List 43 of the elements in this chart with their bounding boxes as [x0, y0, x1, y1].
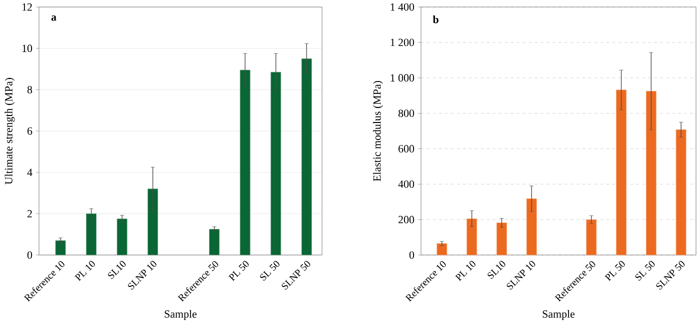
y-tick-label: 0 — [27, 251, 32, 259]
y-tick-label: 1 200 — [390, 38, 414, 46]
x-tick-label: PL 10 — [74, 260, 95, 282]
y-tick-label: 400 — [398, 180, 414, 188]
bar — [301, 58, 312, 256]
x-axis-title: Sample — [164, 310, 197, 320]
bar — [616, 90, 626, 256]
bar — [466, 218, 478, 256]
bar — [676, 129, 686, 256]
y-axis-title: Elastic modulus (MPa) — [373, 80, 383, 182]
y-tick-label: 4 — [27, 168, 32, 176]
bar — [586, 219, 597, 256]
y-tick-label: 200 — [398, 216, 414, 224]
x-axis-title: Sample — [542, 310, 575, 320]
y-tick-label: 1 000 — [390, 74, 414, 82]
y-tick-label: 8 — [27, 86, 32, 94]
bar — [526, 198, 537, 256]
y-tick-label: 2 — [27, 210, 32, 218]
y-tick-label: 800 — [398, 110, 414, 117]
x-tick-label: PL 50 — [604, 260, 625, 282]
bar — [116, 218, 128, 256]
y-tick-label: 10 — [22, 44, 32, 52]
bar — [496, 222, 507, 256]
bar — [436, 243, 448, 256]
y-tick-label: 600 — [398, 145, 414, 152]
y-tick-label: 0 — [409, 251, 414, 259]
x-tick-label: PL 50 — [228, 260, 249, 282]
x-tick-label: SL 50 — [260, 260, 280, 281]
y-axis-title: Ultimate strength (MPa) — [4, 78, 15, 184]
annotation: a — [51, 16, 56, 21]
bar — [646, 90, 656, 256]
annotation: b — [432, 16, 438, 24]
bar — [270, 72, 282, 256]
bar — [209, 228, 220, 256]
bar — [86, 213, 96, 256]
x-tick-label: SL 50 — [635, 260, 655, 281]
y-tick-label: 1 400 — [390, 3, 414, 11]
y-tick-label: 6 — [27, 127, 32, 135]
x-tick-label: PL 10 — [455, 260, 476, 282]
bar — [55, 240, 66, 256]
y-tick-label: 12 — [22, 3, 32, 11]
bar — [240, 70, 250, 256]
bar — [148, 188, 158, 256]
